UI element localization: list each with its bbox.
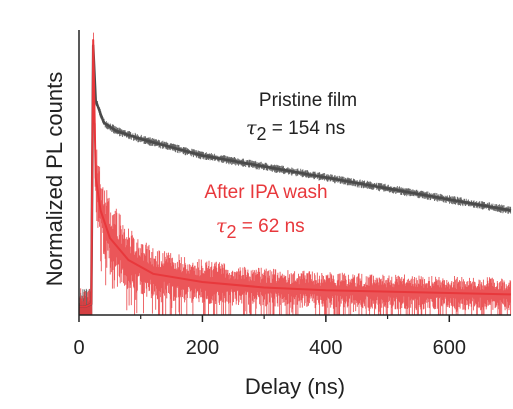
pristine-tau-subscript: 2: [257, 124, 267, 144]
x-tick-label-400: 400: [309, 337, 342, 359]
ipa-wash-label: After IPA wash: [204, 182, 327, 203]
x-tick-label-600: 600: [433, 337, 466, 359]
pristine-tau-symbol: τ: [246, 117, 257, 139]
x-tick-label-0: 0: [73, 337, 84, 359]
after-ipa-wash-noise: [79, 32, 512, 315]
tick-layer: 0 200 400 600: [73, 315, 466, 359]
ipa-wash-annotation: After IPA wash τ2 = 62 ns: [204, 182, 327, 242]
pristine-film-label: Pristine film: [259, 90, 357, 111]
y-axis-label: Normalized PL counts: [42, 72, 67, 286]
after-ipa-wash-trace: [79, 39, 512, 308]
ipa-tau-text: τ2 = 62 ns: [216, 215, 305, 242]
ipa-tau-symbol: τ: [216, 215, 227, 237]
noise-layer: [79, 32, 512, 315]
ipa-tau-value: = 62 ns: [237, 216, 305, 237]
axes-layer: [78, 30, 511, 316]
x-axis-label: Delay (ns): [245, 374, 345, 399]
pristine-tau-value: = 154 ns: [267, 118, 346, 139]
x-tick-label-200: 200: [186, 337, 219, 359]
pristine-tau-text: τ2 = 154 ns: [246, 117, 345, 144]
ipa-tau-subscript: 2: [227, 222, 237, 242]
series-layer: [79, 39, 512, 309]
pristine-film-annotation: Pristine film τ2 = 154 ns: [246, 90, 357, 144]
